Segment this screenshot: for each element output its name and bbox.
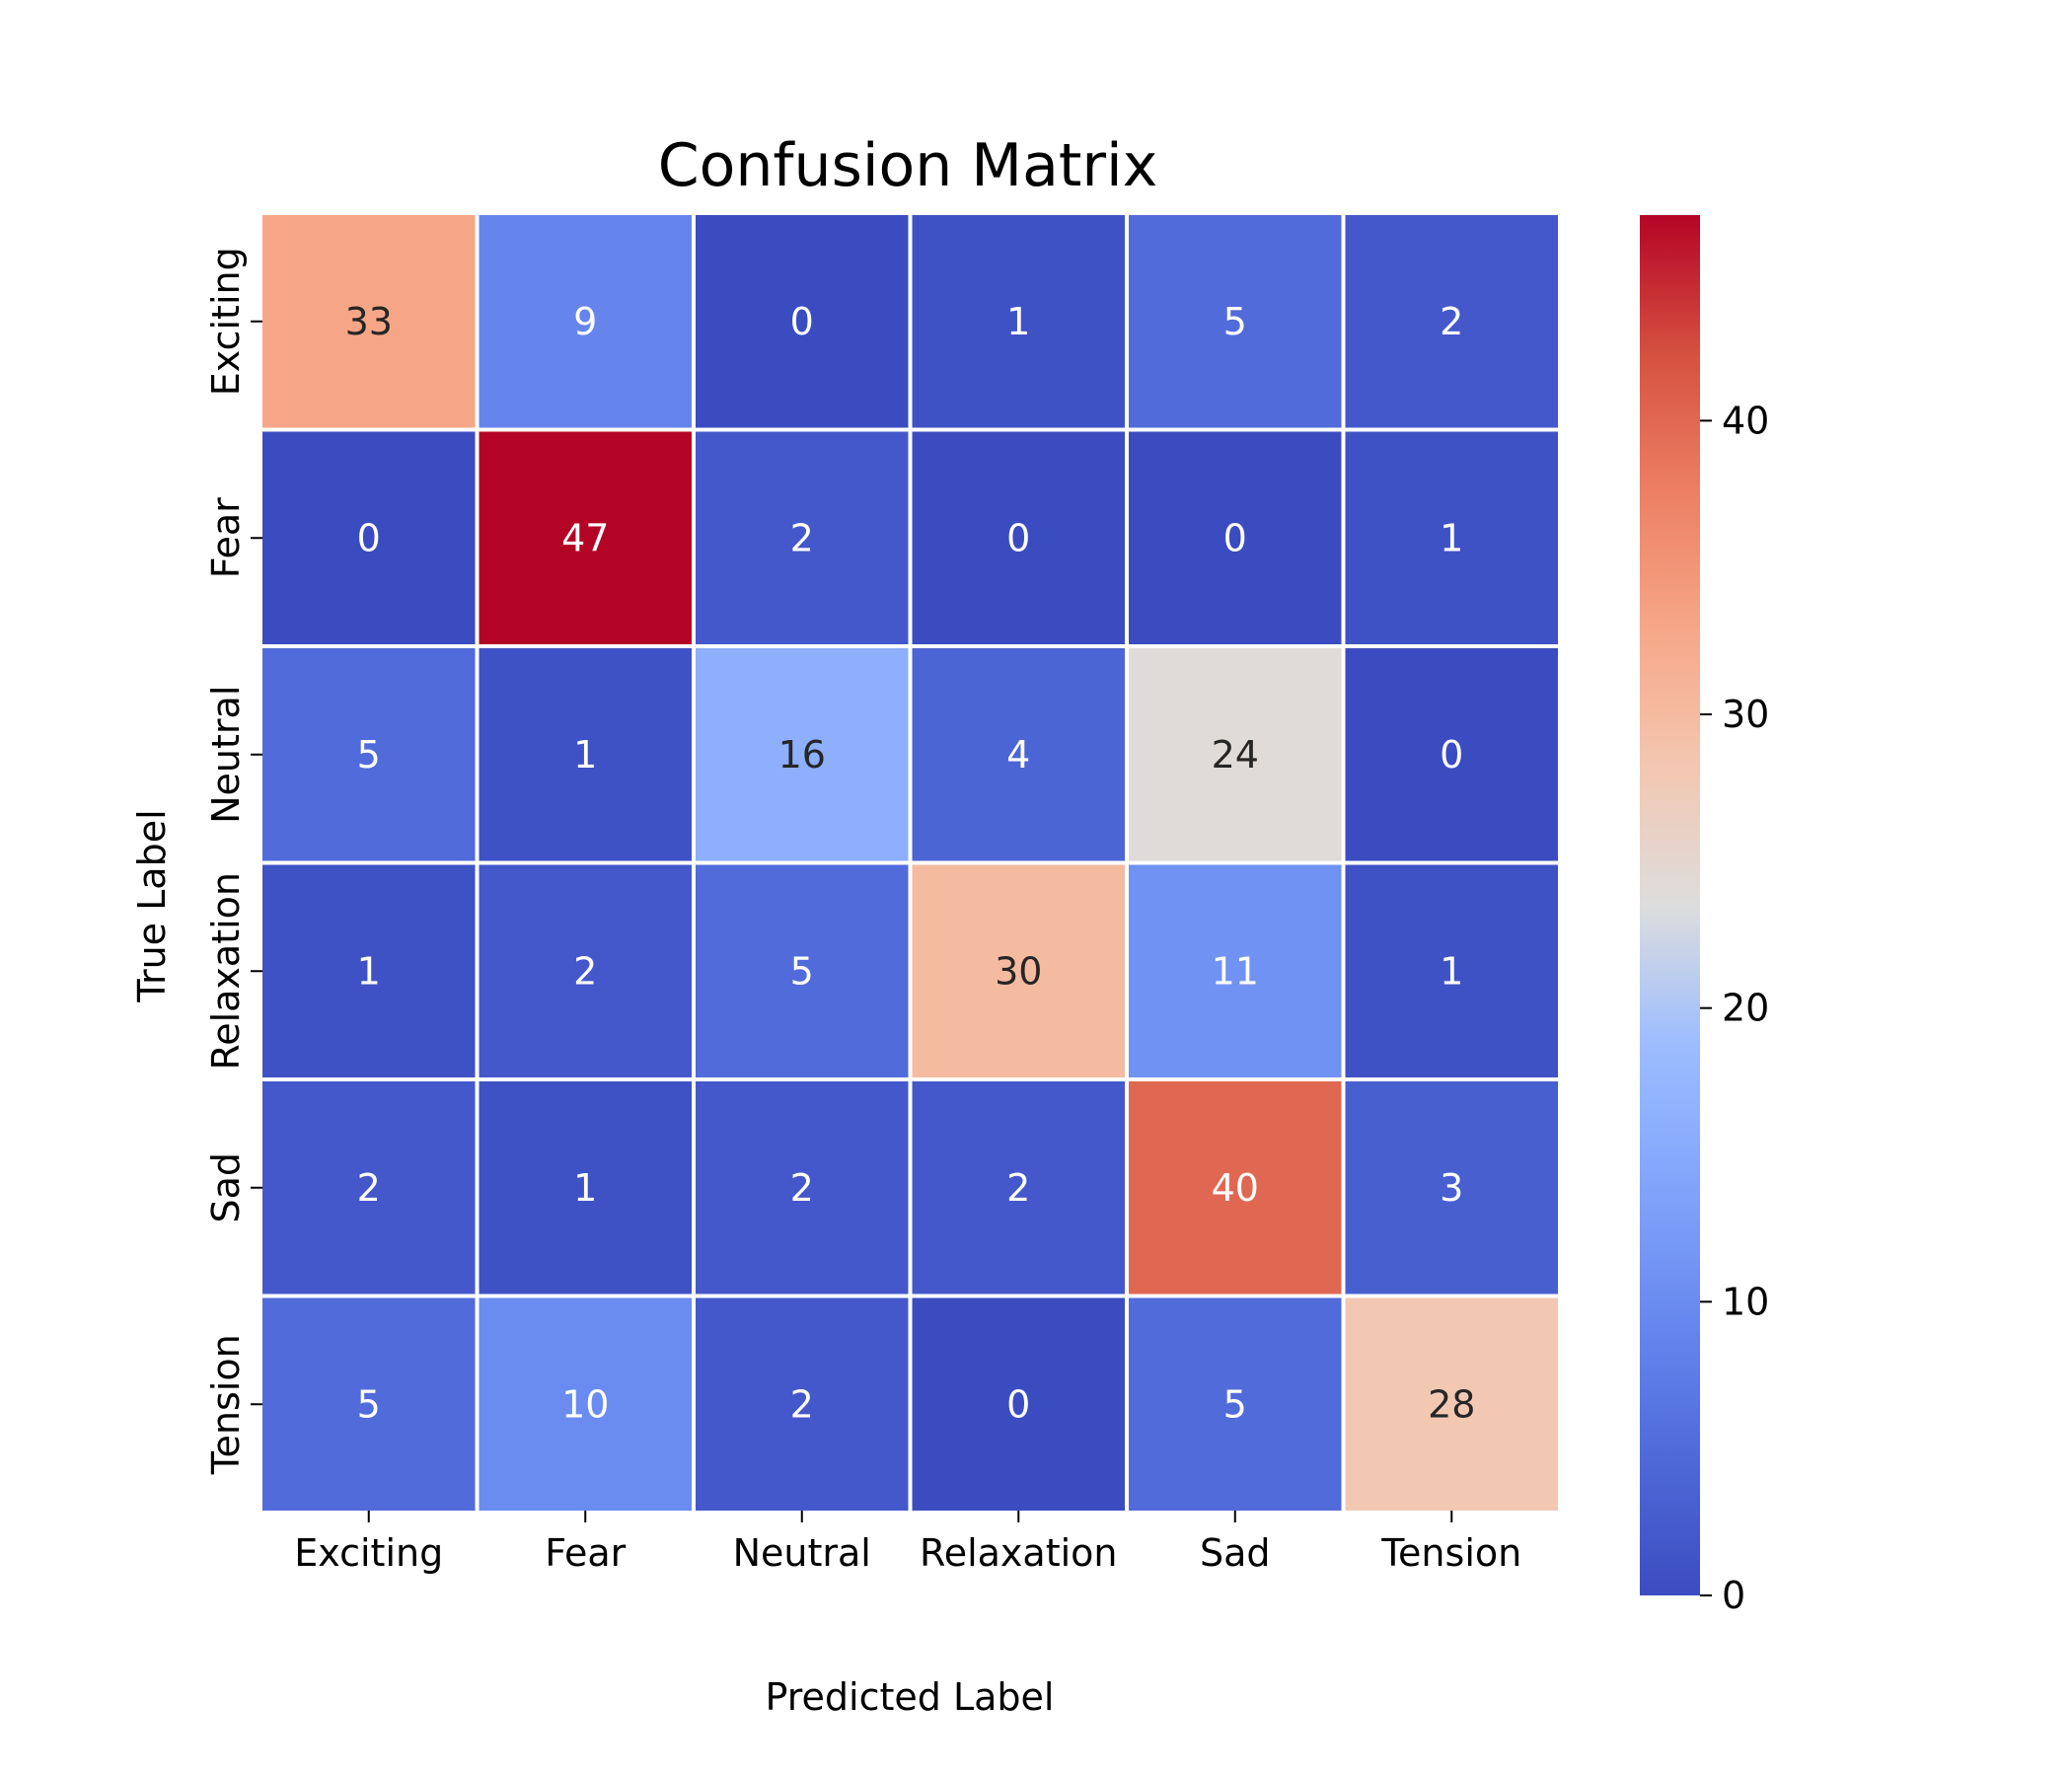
cell-value-label: 11: [1212, 949, 1259, 993]
chart-title: Confusion Matrix: [658, 131, 1157, 200]
cell-value-label: 4: [1006, 733, 1030, 777]
heatmap-cell: [262, 1297, 476, 1511]
heatmap-cell: [696, 1297, 909, 1511]
cell-value-label: 16: [778, 733, 826, 777]
cell-value-label: 0: [790, 300, 814, 343]
heatmap-cell: [1345, 1081, 1558, 1295]
cell-value-label: 5: [790, 949, 814, 993]
y-tick-label: Tension: [204, 1334, 248, 1475]
x-tick-label: Relaxation: [920, 1531, 1117, 1575]
heatmap-cell: [1129, 215, 1342, 428]
heatmap-cell: [262, 648, 476, 861]
y-tick-label: Fear: [204, 497, 248, 578]
heatmap-cell: [479, 431, 692, 644]
heatmap-cell: [912, 1081, 1125, 1295]
heatmap-cell: [262, 864, 476, 1077]
heatmap-cell: [912, 864, 1125, 1077]
heatmap-cell: [696, 431, 909, 644]
cell-value-label: 5: [1223, 1382, 1247, 1426]
heatmap-cell: [912, 1297, 1125, 1511]
heatmap-cell: [262, 431, 476, 644]
x-tick-label: Fear: [545, 1531, 626, 1575]
heatmap-cell: [912, 215, 1125, 428]
heatmap-cell: [912, 648, 1125, 861]
heatmap-cell: [696, 215, 909, 428]
heatmap-cell: [1129, 648, 1342, 861]
heatmap-cell: [696, 864, 909, 1077]
y-tick-label: Relaxation: [204, 872, 248, 1070]
heatmap-cell: [479, 1297, 692, 1511]
heatmap-cell: [479, 648, 692, 861]
cell-value-label: 3: [1440, 1166, 1463, 1210]
cell-value-label: 2: [790, 1382, 814, 1426]
colorbar-tick-label: 0: [1722, 1574, 1745, 1617]
cell-value-label: 40: [1212, 1166, 1259, 1210]
colorbar-tick-label: 40: [1722, 399, 1769, 442]
heatmap-cell: [1129, 431, 1342, 644]
cell-value-label: 24: [1212, 733, 1259, 777]
cell-value-label: 2: [1440, 300, 1463, 343]
heatmap-cell: [479, 1081, 692, 1295]
heatmap-cell: [696, 648, 909, 861]
cell-value-label: 0: [1223, 516, 1247, 559]
heatmap-cell: [1345, 648, 1558, 861]
cell-value-label: 28: [1428, 1382, 1475, 1426]
x-axis-label: Predicted Label: [766, 1675, 1055, 1719]
heatmap-cell: [912, 431, 1125, 644]
heatmap-cell: [1129, 864, 1342, 1077]
colorbar: [1640, 215, 1700, 1595]
y-axis-ticks: Exciting Fear Neutral Relaxation Sad Tension: [204, 247, 262, 1475]
cell-value-label: 1: [573, 733, 597, 777]
cell-value-label: 47: [561, 516, 609, 559]
heatmap-cell: [1345, 1297, 1558, 1511]
cell-value-label: 2: [573, 949, 597, 993]
heatmap-cell: [479, 864, 692, 1077]
heatmap-cell: [479, 215, 692, 428]
cell-value-label: 5: [357, 1382, 381, 1426]
heatmap-cell: [262, 215, 476, 428]
cell-value-label: 1: [357, 949, 381, 993]
colorbar-tick-label: 10: [1722, 1280, 1769, 1323]
cell-value-label: 2: [1006, 1166, 1030, 1210]
cell-value-label: 30: [995, 949, 1042, 993]
cell-value-label: 1: [1440, 516, 1463, 559]
cell-value-label: 10: [561, 1382, 609, 1426]
cell-value-label: 2: [357, 1166, 381, 1210]
cell-value-label: 5: [1223, 300, 1247, 343]
cell-value-label: 0: [1440, 733, 1463, 777]
colorbar-tick-label: 30: [1722, 693, 1769, 736]
x-tick-label: Tension: [1380, 1531, 1521, 1575]
x-tick-label: Sad: [1200, 1531, 1271, 1575]
y-tick-label: Neutral: [204, 686, 248, 824]
cell-value-label: 9: [573, 300, 597, 343]
cell-value-label: 2: [790, 1166, 814, 1210]
cell-value-label: 2: [790, 516, 814, 559]
cell-value-label: 1: [573, 1166, 597, 1210]
cell-value-label: 1: [1440, 949, 1463, 993]
x-tick-label: Exciting: [294, 1531, 443, 1575]
x-tick-label: Neutral: [733, 1531, 871, 1575]
heatmap-cell: [1345, 864, 1558, 1077]
y-axis-label: True Label: [130, 809, 174, 1002]
cell-value-label: 5: [357, 733, 381, 777]
y-tick-label: Exciting: [204, 247, 248, 396]
cell-value-label: 0: [1006, 516, 1030, 559]
heatmap-cell: [1129, 1297, 1342, 1511]
heatmap-cell: [262, 1081, 476, 1295]
y-tick-label: Sad: [204, 1152, 248, 1223]
colorbar-tick-label: 20: [1722, 987, 1769, 1030]
cell-value-label: 0: [1006, 1382, 1030, 1426]
x-axis-ticks: Exciting Fear Neutral Relaxation Sad Tension: [294, 1511, 1521, 1575]
colorbar-ticks: 0 10 20 30 40: [1700, 399, 1769, 1617]
heatmap-cell: [1129, 1081, 1342, 1295]
heatmap-cell: [1345, 431, 1558, 644]
cell-value-label: 33: [345, 300, 393, 343]
heatmap-cell: [696, 1081, 909, 1295]
cell-value-label: 0: [357, 516, 381, 559]
heatmap-cells: 33 9 0 1 5 20 47 2 0 0 15 1 16 4 24 01 2 5 30 11 12 1 2 2 40 35 10…: [262, 215, 1558, 1511]
cell-value-label: 1: [1006, 300, 1030, 343]
heatmap-cell: [1345, 215, 1558, 428]
